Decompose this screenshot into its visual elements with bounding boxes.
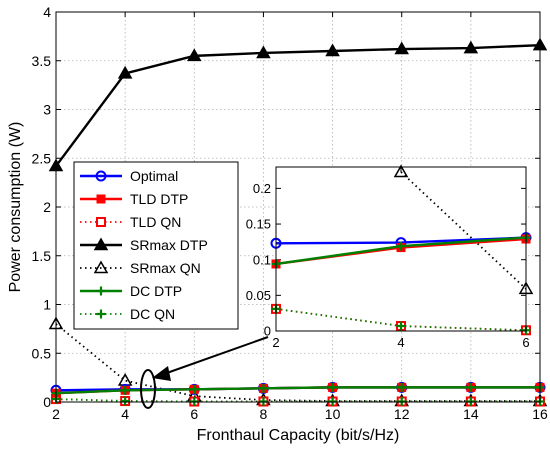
legend-label-tld-dtp: TLD DTP xyxy=(130,191,188,207)
zoom-arrow-head xyxy=(152,366,171,381)
main-ytick-label: 2 xyxy=(43,199,51,215)
main-xtick-label: 14 xyxy=(463,406,479,422)
main-x-axis-label: Fronthaul Capacity (bit/s/Hz) xyxy=(197,427,400,444)
inset-point-srmax-qn xyxy=(393,164,409,178)
main-ytick-label: 2.5 xyxy=(32,150,52,166)
inset-series-line-srmax-qn xyxy=(400,171,527,290)
main-point-dc-dtp xyxy=(328,382,338,392)
legend-marker-srmax-dtp xyxy=(93,237,109,251)
legend-label-tld-qn: TLD QN xyxy=(130,214,181,230)
main-point-dc-dtp xyxy=(466,382,476,392)
main-series-line-srmax-dtp xyxy=(55,43,541,167)
main-xtick-label: 4 xyxy=(121,406,129,422)
legend-label-dc-qn: DC QN xyxy=(130,306,175,322)
legend-marker-tld-dtp xyxy=(96,194,106,204)
legend-label-optimal: Optimal xyxy=(130,168,178,184)
main-ytick-label: 0.5 xyxy=(32,345,52,361)
main-series-line-srmax-qn xyxy=(55,323,540,402)
main-series-line-dc-dtp xyxy=(55,386,540,395)
main-ytick-label: 4 xyxy=(43,4,51,20)
main-xtick-label: 16 xyxy=(532,406,548,422)
inset-xtick-label: 6 xyxy=(522,335,529,350)
legend-marker-dc-qn xyxy=(96,309,106,319)
zoom-ellipse xyxy=(140,369,156,409)
main-xtick-label: 6 xyxy=(190,406,198,422)
inset-ytick-label: 0.2 xyxy=(253,181,271,196)
inset-point-dc-dtp xyxy=(396,241,406,251)
main-ytick-label: 3.5 xyxy=(32,53,52,69)
main-point-dc-dtp xyxy=(189,384,199,394)
legend-label-srmax-dtp: SRmax DTP xyxy=(130,237,208,253)
legend: Optimal TLD DTP TLD QN SRmax DTP SRmax QN DC … xyxy=(73,161,239,330)
main-ytick-label: 1.5 xyxy=(32,248,52,264)
inset-xtick-label: 4 xyxy=(397,335,404,350)
inset-ytick-label: 0.1 xyxy=(253,252,271,267)
legend-marker-dc-dtp xyxy=(96,286,106,296)
main-xtick-label: 10 xyxy=(325,406,341,422)
inset-plot-frame xyxy=(275,166,527,332)
legend-marker-tld-qn xyxy=(96,217,106,227)
main-xtick-label: 12 xyxy=(394,406,410,422)
legend-label-dc-dtp: DC DTP xyxy=(130,283,182,299)
main-point-srmax-dtp xyxy=(186,48,202,62)
zoom-arrow-line xyxy=(163,336,269,375)
main-ytick-label: 1 xyxy=(43,297,51,313)
main-ytick-label: 3 xyxy=(43,102,51,118)
legend-marker-optimal xyxy=(95,170,107,182)
main-point-srmax-dtp xyxy=(117,65,133,79)
main-xtick-label: 2 xyxy=(52,406,60,422)
main-point-srmax-dtp xyxy=(325,43,340,57)
main-point-dc-qn xyxy=(120,396,130,406)
main-point-dc-dtp xyxy=(120,385,130,395)
main-point-srmax-dtp xyxy=(463,40,479,54)
main-point-dc-dtp xyxy=(258,383,268,393)
legend-label-srmax-qn: SRmax QN xyxy=(130,260,201,276)
main-series-line-dc-qn xyxy=(55,398,540,403)
legend-marker-srmax-qn xyxy=(93,260,109,274)
inset-ytick-label: 0.15 xyxy=(246,217,271,232)
main-ytick-label: 0 xyxy=(43,394,51,410)
main-point-srmax-dtp xyxy=(256,45,271,59)
inset-plot: 2 4 6 0 0.05 0.1 0.15 0.2 xyxy=(246,164,534,350)
main-xtick-label: 8 xyxy=(260,406,268,422)
main-y-axis-label: Power consumption (W) xyxy=(7,122,24,293)
main-plot-frame xyxy=(55,11,541,403)
zoom-annotation xyxy=(140,336,269,409)
inset-ytick-label: 0 xyxy=(264,324,271,339)
main-point-dc-dtp xyxy=(397,382,407,392)
inset-xtick-label: 2 xyxy=(272,335,279,350)
inset-point-dc-qn xyxy=(396,321,406,331)
main-point-srmax-dtp xyxy=(394,41,410,55)
inset-ytick-label: 0.05 xyxy=(246,288,271,303)
